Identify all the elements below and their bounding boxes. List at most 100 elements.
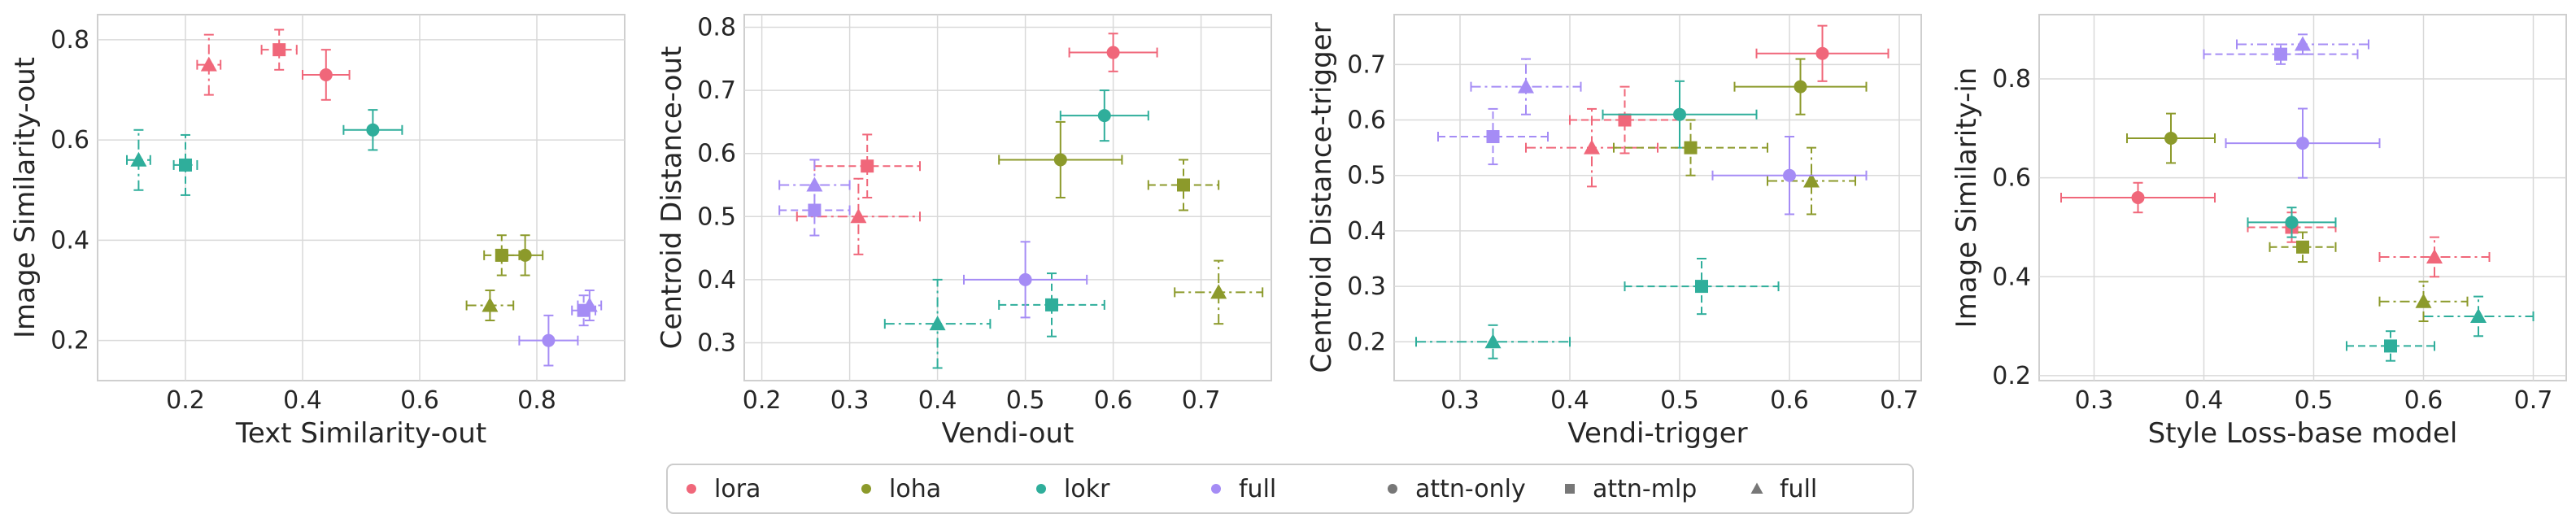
x-tick-label: 0.7 xyxy=(1880,386,1919,415)
point-marker xyxy=(1518,78,1534,94)
legend-marker xyxy=(1750,482,1763,494)
data-point-lokr-attn-only xyxy=(2247,207,2337,238)
legend-label: full xyxy=(1780,475,1817,503)
y-axis-label: Image Similarity-out xyxy=(9,57,41,338)
legend-label: full xyxy=(1239,475,1276,503)
x-axis-label: Text Similarity-out xyxy=(235,417,486,450)
chart-panels: 0.2 0.4 0.6 0.8 0.2 0.4 0.6 0.8 Text Similarity-… xyxy=(9,14,2567,450)
data-point-lokr-attn-only xyxy=(342,109,403,151)
point-marker xyxy=(1618,113,1632,127)
data-point-lora-full xyxy=(1525,107,1658,188)
y-tick-label: 0.7 xyxy=(697,76,736,105)
point-marker xyxy=(1673,107,1686,121)
legend-label: lora xyxy=(714,475,761,503)
x-axis-label: Vendi-trigger xyxy=(1567,417,1747,450)
chart-panel-1: 0.2 0.4 0.6 0.8 0.2 0.4 0.6 0.8 Text Similarity-… xyxy=(9,14,625,450)
data-point-loha-attn-mlp xyxy=(1147,159,1220,211)
point-marker xyxy=(850,208,867,224)
y-axis-label: Centroid Distance-out xyxy=(656,46,688,350)
legend-marker xyxy=(1211,484,1221,494)
data-point-loha-full xyxy=(465,290,515,322)
point-marker xyxy=(1045,298,1058,311)
data-point-loha-attn-mlp xyxy=(2269,231,2337,264)
y-tick-label: 0.4 xyxy=(50,226,89,255)
y-tick-label: 0.6 xyxy=(1992,164,2031,193)
data-point-loha-full xyxy=(1767,146,1856,216)
point-marker xyxy=(319,68,333,81)
point-marker xyxy=(1815,46,1829,60)
legend-marker xyxy=(1388,484,1397,494)
x-tick-label: 0.2 xyxy=(743,386,782,415)
point-marker xyxy=(1053,153,1067,167)
data-point-full-attn-only xyxy=(1711,136,1868,216)
point-marker xyxy=(581,297,598,312)
y-tick-label: 0.2 xyxy=(1347,328,1386,356)
data-point-lokr-full xyxy=(126,128,151,191)
legend-marker xyxy=(1565,484,1575,494)
point-marker xyxy=(272,43,286,57)
y-tick-label: 0.4 xyxy=(1347,217,1386,246)
y-tick-label: 0.8 xyxy=(50,26,89,54)
data-point-lokr-full xyxy=(883,278,992,369)
x-tick-label: 0.6 xyxy=(2404,386,2443,415)
data-point-lokr-attn-mlp xyxy=(998,272,1105,338)
y-tick-label: 0.2 xyxy=(50,327,89,355)
legend-entry-lora: lora xyxy=(686,475,761,503)
point-marker xyxy=(2131,191,2145,204)
data-point-loha-attn-only xyxy=(507,234,544,277)
chart-panel-4: 0.3 0.4 0.5 0.6 0.7 0.2 0.4 0.6 0.8 Style Loss-ba… xyxy=(1951,14,2567,450)
point-marker xyxy=(1177,178,1190,192)
y-tick-label: 0.4 xyxy=(1992,263,2031,291)
point-marker xyxy=(1210,284,1227,299)
x-tick-label: 0.3 xyxy=(830,386,870,415)
point-marker xyxy=(808,203,822,217)
point-marker xyxy=(495,248,508,262)
data-point-lora-attn-mlp xyxy=(813,133,921,198)
legend-box xyxy=(666,464,1914,514)
point-marker xyxy=(2470,307,2487,323)
y-tick-label: 0.6 xyxy=(697,140,736,168)
y-tick-label: 0.4 xyxy=(697,266,736,294)
point-marker xyxy=(1695,280,1708,294)
y-tick-label: 0.8 xyxy=(1992,65,2031,94)
data-point-lora-full xyxy=(196,33,222,96)
y-tick-label: 0.7 xyxy=(1347,50,1386,79)
legend-label: loha xyxy=(889,475,941,503)
data-point-lokr-attn-only xyxy=(1602,80,1758,149)
data-point-full-attn-mlp xyxy=(1437,107,1549,166)
x-tick-label: 0.2 xyxy=(166,386,205,415)
point-marker xyxy=(542,333,556,347)
data-point-lokr-attn-mlp xyxy=(1624,258,1780,316)
legend-entry-loha: loha xyxy=(861,475,941,503)
data-point-lokr-full xyxy=(2422,295,2535,338)
legend-label: lokr xyxy=(1064,475,1110,503)
point-marker xyxy=(1484,333,1502,349)
point-marker xyxy=(518,248,532,262)
legend-label: attn-mlp xyxy=(1593,475,1697,503)
x-tick-label: 0.7 xyxy=(2514,386,2553,415)
point-marker xyxy=(2415,293,2432,308)
data-point-lokr-attn-mlp xyxy=(2346,330,2435,362)
point-marker xyxy=(200,56,217,72)
x-tick-label: 0.4 xyxy=(1550,386,1589,415)
data-point-loha-attn-only xyxy=(998,120,1123,198)
point-marker xyxy=(2296,240,2309,254)
point-marker xyxy=(1584,139,1600,155)
point-marker xyxy=(2426,248,2443,264)
point-marker xyxy=(1803,172,1820,188)
point-marker xyxy=(2274,47,2287,61)
plot-area xyxy=(743,14,1272,381)
y-axis-label: Centroid Distance-trigger xyxy=(1305,22,1338,372)
data-point-lora-attn-only xyxy=(1755,24,1890,82)
point-marker xyxy=(2384,339,2397,353)
legend-marker xyxy=(686,484,696,494)
legend-entry-attn-only: attn-only xyxy=(1388,475,1526,503)
data-point-loha-attn-only xyxy=(1733,58,1868,115)
x-tick-label: 0.6 xyxy=(1094,386,1133,415)
point-marker xyxy=(1794,80,1807,94)
x-tick-label: 0.7 xyxy=(1182,386,1221,415)
x-tick-label: 0.3 xyxy=(2075,386,2114,415)
x-tick-label: 0.8 xyxy=(517,386,556,415)
data-point-full-attn-only xyxy=(2225,107,2381,179)
